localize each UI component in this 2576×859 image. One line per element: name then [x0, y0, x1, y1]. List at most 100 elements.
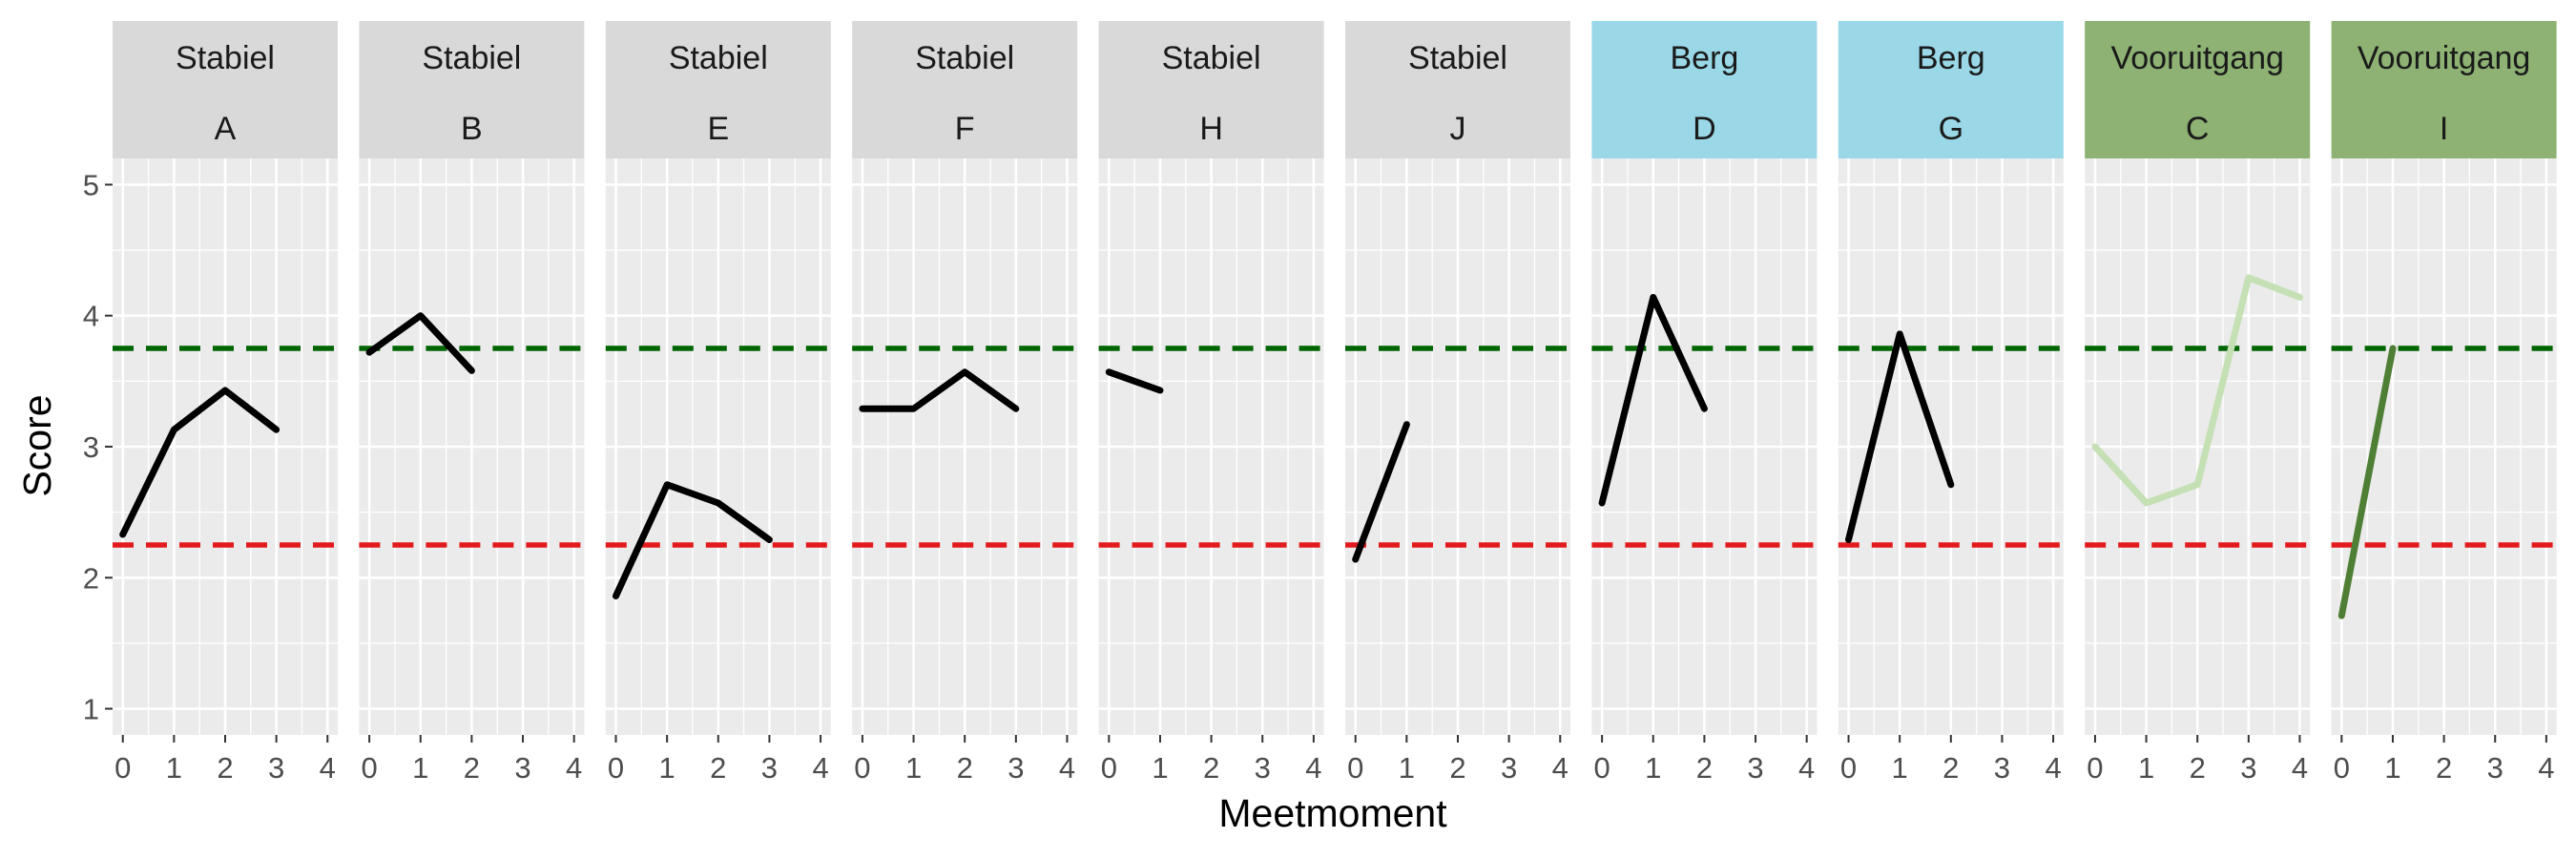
strip-participant-label: I	[2440, 111, 2448, 147]
x-tick-label: 0	[2087, 751, 2103, 785]
x-tick-label: 0	[362, 751, 378, 785]
x-tick-label: 3	[1747, 751, 1763, 785]
x-tick-label: 1	[166, 751, 182, 785]
gridlines	[1591, 158, 1818, 735]
x-tick-label: 3	[2487, 751, 2503, 785]
strip-participant-label: H	[1199, 111, 1223, 147]
x-axis-F: 0 1 2 3 4	[854, 735, 1075, 785]
gridlines	[1838, 158, 2064, 735]
x-tick-label: 2	[710, 751, 726, 785]
series-line-A	[119, 387, 280, 538]
gridlines	[1098, 158, 1324, 735]
x-tick-label: 4	[1552, 751, 1568, 785]
strip-group-label: Berg	[1670, 40, 1738, 76]
strip-background	[1345, 21, 1570, 158]
series-line-D	[1598, 294, 1708, 507]
series-line-E	[613, 481, 773, 599]
x-tick-label: 4	[320, 751, 336, 785]
x-tick-label: 0	[1594, 751, 1610, 785]
strip-group-label: Berg	[1917, 40, 1985, 76]
panel-H: Stabiel H 0 1 2 3 4	[1098, 21, 1324, 785]
strip-participant-label: A	[215, 111, 237, 147]
panel-C: Vooruitgang C 0 1 2 3 4	[2085, 21, 2311, 785]
series-line-H	[1105, 368, 1164, 394]
x-axis-title: Meetmoment	[1218, 791, 1447, 835]
gridlines	[852, 158, 1078, 735]
x-tick-label: 3	[514, 751, 530, 785]
strip-background	[1591, 21, 1818, 158]
x-tick-label: 3	[1994, 751, 2010, 785]
x-tick-label: 2	[1449, 751, 1465, 785]
strip-background	[1098, 21, 1324, 158]
gridlines	[2085, 158, 2311, 735]
y-tick-label: 3	[83, 430, 99, 464]
y-tick-label: 1	[83, 693, 99, 726]
x-tick-label: 2	[2190, 751, 2206, 785]
x-axis-A: 0 1 2 3 4	[114, 735, 336, 785]
strip-group-label: Stabiel	[176, 40, 275, 76]
strip-background	[2331, 21, 2557, 158]
series-line-F	[859, 368, 1020, 412]
x-tick-label: 1	[1645, 751, 1661, 785]
strip-participant-label: J	[1450, 111, 1466, 147]
series-line-C	[2091, 274, 2303, 507]
gridlines	[2331, 158, 2557, 735]
x-tick-label: 1	[2138, 751, 2154, 785]
panel-G: Berg G 0 1 2 3 4	[1838, 21, 2064, 785]
strip-group-label: Stabiel	[1162, 40, 1261, 76]
x-tick-label: 1	[412, 751, 428, 785]
x-tick-label: 0	[114, 751, 131, 785]
panel-E: Stabiel E 0 1 2 3 4	[605, 21, 831, 785]
panel-B: Stabiel B 0 1 2 3 4	[359, 21, 585, 785]
x-tick-label: 1	[2384, 751, 2400, 785]
x-tick-label: 0	[2334, 751, 2350, 785]
x-tick-label: 2	[2436, 751, 2452, 785]
panel-A: Stabiel A 0 1 2 3 4	[113, 21, 338, 785]
strip-group-label: Stabiel	[669, 40, 768, 76]
strip-participant-label: C	[2186, 111, 2210, 147]
strip-group-label: Stabiel	[915, 40, 1014, 76]
strip-background	[2085, 21, 2311, 158]
x-tick-label: 0	[1101, 751, 1117, 785]
panel-J: Stabiel J 0 1 2 3 4	[1345, 21, 1570, 785]
x-tick-label: 1	[1152, 751, 1168, 785]
x-tick-label: 0	[1347, 751, 1363, 785]
x-tick-label: 3	[1008, 751, 1024, 785]
x-tick-label: 2	[217, 751, 233, 785]
x-tick-label: 1	[905, 751, 922, 785]
strip-background	[1838, 21, 2064, 158]
strip-participant-label: B	[461, 111, 483, 147]
strip-participant-label: E	[707, 111, 729, 147]
x-tick-label: 0	[854, 751, 870, 785]
panel-F: Stabiel F 0 1 2 3 4	[852, 21, 1078, 785]
x-tick-label: 0	[1840, 751, 1857, 785]
strip-participant-label: G	[1939, 111, 1963, 147]
x-tick-label: 3	[1501, 751, 1517, 785]
strip-background	[113, 21, 338, 158]
gridlines	[1345, 158, 1570, 735]
x-tick-label: 3	[761, 751, 778, 785]
x-tick-label: 1	[1399, 751, 1415, 785]
strip-group-label: Stabiel	[422, 40, 521, 76]
series-line-J	[1352, 421, 1410, 563]
x-tick-label: 3	[268, 751, 284, 785]
x-tick-label: 4	[1305, 751, 1321, 785]
y-tick-label: 5	[83, 168, 99, 201]
x-tick-label: 4	[2538, 751, 2554, 785]
gridlines	[359, 158, 585, 735]
strip-background	[605, 21, 831, 158]
x-tick-label: 4	[1798, 751, 1815, 785]
strip-background	[852, 21, 1078, 158]
series-line-I	[2337, 345, 2397, 619]
x-tick-label: 1	[1892, 751, 1908, 785]
y-tick-label: 4	[83, 300, 99, 333]
